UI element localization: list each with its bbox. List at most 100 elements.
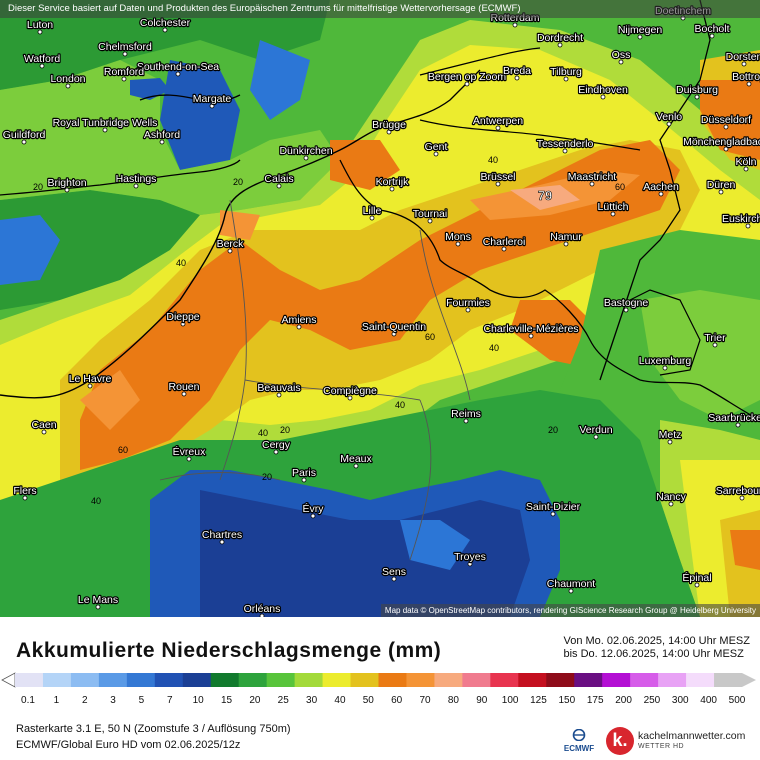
scale-tick-label: 2 (82, 695, 88, 706)
precip-zone-orange (330, 140, 400, 190)
city-label: Düren (707, 179, 736, 191)
scale-tick-label: 1 (54, 695, 60, 706)
city-breda: Breda (502, 64, 532, 81)
city-label: Reims (451, 408, 481, 420)
precip-zone-blue (130, 78, 170, 100)
isoline-labels: 20 20 40 40 40 40 60 60 60 20 20 40 40 20 (33, 155, 625, 506)
city-label: Saint-Quentin (362, 321, 426, 333)
city-hastings: Hastings (114, 172, 158, 189)
city-flers: Flers (12, 484, 38, 501)
city-chaumont: Chaumont (546, 577, 597, 594)
city-dot (562, 148, 568, 154)
city-label: Oss (612, 49, 631, 61)
city-dot (741, 61, 747, 67)
city-label: Ashford (144, 129, 180, 141)
city-dot (389, 186, 395, 192)
ecmwf-logo[interactable]: ECMWF (558, 727, 600, 757)
city-dot (745, 223, 751, 229)
city-label: Lille (363, 205, 382, 217)
city-label: Compiègne (323, 385, 377, 397)
city-dot (495, 181, 501, 187)
city-épinal: Épinal (681, 570, 713, 588)
city-dot (273, 449, 279, 455)
city-label: Luxemburg (639, 355, 692, 367)
isoline-label: 40 (258, 428, 268, 438)
city-dot (65, 83, 71, 89)
scale-tick-label: 80 (448, 695, 460, 706)
city-label: Calais (264, 173, 293, 185)
city-label: Troyes (454, 551, 486, 563)
scale-tick-label: 150 (558, 695, 575, 706)
city-label: Le Mans (78, 594, 118, 606)
border-regions (159, 199, 471, 561)
isoline-label: 40 (489, 343, 499, 353)
city-dot (463, 418, 469, 424)
city-romford: Romford (103, 65, 145, 82)
precip-zone-salmon (220, 210, 260, 240)
city-lüttich: Lüttich (596, 200, 630, 217)
city-rouen: Rouen (167, 380, 201, 397)
city-dot (181, 391, 187, 397)
city-dot (465, 307, 471, 313)
city-bergen-op-zoom: Bergen op Zoom (427, 70, 508, 87)
scale-swatch (434, 673, 463, 687)
city-tessenderlo: Tessenderlo (535, 137, 595, 154)
period-from: Von Mo. 02.06.2025, 14:00 Uhr MESZ (563, 635, 750, 647)
scale-swatch (462, 673, 491, 687)
city-cergy: Cergy (261, 438, 292, 455)
city-dot (41, 429, 47, 435)
isoline-label: 60 (118, 445, 128, 455)
city-dot (557, 42, 563, 48)
city-label: Köln (735, 156, 756, 168)
city-label: Namur (550, 231, 582, 243)
city-dot (662, 365, 668, 371)
city-dot (512, 22, 518, 28)
city-label: Sarrebourg (716, 485, 760, 497)
city-maastricht: Maastricht (567, 170, 617, 187)
scale-tick-label: 5 (139, 695, 145, 706)
city-label: Dordrecht (537, 32, 583, 44)
city-chelmsford: Chelmsford (97, 40, 153, 57)
city-dot (122, 51, 128, 57)
city-verdun: Verdun (578, 423, 614, 440)
precipitation-map[interactable]: 20 20 40 40 40 40 60 60 60 20 20 40 40 20 79 Luton Col… (0, 0, 760, 617)
city-label: Tournai (413, 208, 447, 220)
precip-zone-lightgreen (0, 60, 340, 215)
city-dot (391, 331, 397, 337)
city-dot (712, 342, 718, 348)
scale-tick-label: 20 (249, 695, 261, 706)
kachelmannwetter-logo[interactable]: k. kachelmannwetter.com WETTER HD (606, 725, 756, 757)
city-calais: Calais (263, 172, 295, 189)
city-dot (568, 588, 574, 594)
map-attribution[interactable]: Map data © OpenStreetMap contributors, r… (380, 604, 760, 617)
city-caen: Caen (30, 418, 58, 435)
scale-swatch (42, 673, 72, 687)
city-dot (296, 324, 302, 330)
scale-tick-label: 300 (672, 695, 689, 706)
city-luton: Luton (26, 18, 54, 35)
city-venlo: Venlo (655, 110, 683, 127)
border-belgium-germany (599, 0, 711, 381)
city-dot (310, 513, 316, 519)
city-dordrecht: Dordrecht (536, 31, 584, 48)
city-kortrijk: Kortrijk (374, 175, 410, 192)
city-saint-dizier: Saint-Dizier (525, 500, 582, 517)
city-dot (347, 395, 353, 401)
city-dot (658, 191, 664, 197)
city-label: Nijmegen (618, 24, 663, 36)
kachelmann-k-icon: k. (606, 727, 634, 755)
city-paris: Paris (291, 466, 317, 483)
city-ashford: Ashford (143, 128, 181, 145)
city-dot (667, 439, 673, 445)
city-label: Guildford (3, 129, 46, 141)
precip-zone-orange (700, 80, 760, 160)
scale-tick-label: 70 (419, 695, 431, 706)
max-value-label: 79 (538, 188, 552, 203)
city-label: Caen (31, 419, 56, 431)
scale-swatch (518, 673, 547, 687)
city-dot (121, 76, 127, 82)
city-évreux: Évreux (171, 444, 207, 462)
city-label: Mons (445, 231, 471, 243)
city-label: Verdun (579, 424, 612, 436)
legend-title: Akkumulierte Niederschlagsmenge (mm) (16, 639, 442, 662)
